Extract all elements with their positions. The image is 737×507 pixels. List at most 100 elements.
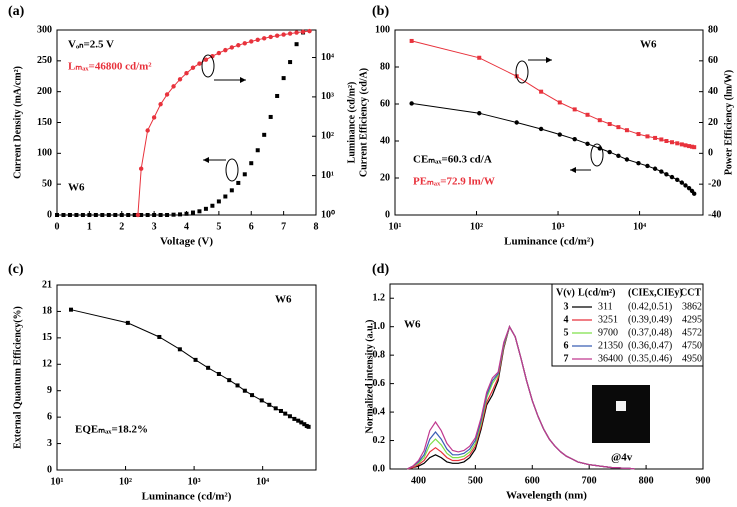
- y2-tick-label: 10²: [321, 131, 334, 142]
- table-header: (CIEx,CIEy): [628, 287, 683, 298]
- marker: [67, 213, 72, 217]
- inset-light: [616, 401, 626, 411]
- y2-tick-label: 0: [708, 148, 713, 159]
- table-cell: 4750: [682, 340, 702, 351]
- table-cell: 4950: [682, 353, 702, 364]
- legend-label: 6: [564, 340, 569, 351]
- marker: [557, 100, 562, 105]
- marker: [152, 213, 157, 217]
- y-tick-label: 250: [37, 55, 52, 66]
- marker: [607, 149, 612, 155]
- marker: [281, 32, 286, 37]
- x-tick-label: 8: [314, 221, 319, 232]
- table-cell: 3251: [598, 314, 618, 325]
- y-tick-label: 40: [380, 135, 390, 146]
- x-tick-label: 600: [525, 475, 540, 486]
- marker: [106, 213, 111, 217]
- table-cell: (0.39,0.49): [628, 314, 672, 325]
- marker: [539, 89, 544, 94]
- marker: [597, 118, 602, 123]
- marker: [607, 122, 612, 127]
- marker: [171, 212, 176, 217]
- plot-frame: [56, 284, 317, 471]
- marker: [164, 92, 170, 97]
- marker: [299, 420, 304, 425]
- marker: [203, 57, 209, 62]
- marker: [68, 307, 73, 312]
- annotation: PEₘₐₓ=72.9 lm/W: [413, 176, 495, 188]
- marker: [624, 157, 630, 162]
- marker: [287, 31, 293, 36]
- table-cell: (0.35,0.46): [628, 353, 672, 364]
- series-line: [137, 30, 310, 216]
- curve-marker: [225, 158, 239, 182]
- annotation: Vₒₙ=2.5 V: [68, 39, 114, 51]
- y-tick-label: 0.0: [373, 463, 386, 474]
- table-header: L(cd/m²): [578, 287, 615, 298]
- table-cell: (0.36,0.47): [628, 340, 672, 351]
- legend-label: 5: [564, 327, 569, 338]
- x-tick-label: 2: [119, 221, 124, 232]
- marker: [659, 169, 664, 174]
- marker: [683, 183, 688, 188]
- y2-tick-label: 20: [708, 117, 718, 128]
- y-tick-label: 12: [42, 359, 52, 370]
- marker: [675, 177, 680, 183]
- y-tick-label: 300: [37, 24, 52, 35]
- marker: [306, 424, 311, 429]
- marker: [687, 144, 692, 149]
- marker: [242, 41, 247, 46]
- marker: [659, 137, 664, 142]
- marker: [197, 209, 202, 214]
- marker: [686, 185, 692, 191]
- marker: [236, 180, 241, 185]
- y-tick-label: 9: [47, 385, 52, 396]
- curve-marker: [515, 60, 529, 84]
- marker: [216, 199, 221, 204]
- marker: [151, 115, 157, 120]
- legend-label: 3: [564, 301, 569, 312]
- marker: [692, 191, 697, 196]
- marker: [126, 213, 131, 217]
- plot-frame: [389, 283, 704, 470]
- annotation: W6: [640, 39, 657, 51]
- marker: [223, 194, 228, 199]
- marker: [679, 180, 685, 185]
- marker: [229, 45, 235, 50]
- marker: [223, 47, 228, 53]
- y-tick-label: 20: [380, 172, 390, 183]
- marker: [216, 50, 222, 56]
- marker: [300, 29, 306, 35]
- marker: [664, 172, 669, 177]
- y2-tick-label: 10¹: [321, 170, 334, 181]
- arrow-head: [546, 57, 552, 63]
- table-cell: 3862: [682, 301, 702, 312]
- marker: [653, 135, 658, 140]
- y-tick-label: 150: [37, 117, 52, 128]
- marker: [679, 142, 684, 147]
- y2-tick-label: 60: [708, 55, 718, 66]
- marker: [193, 357, 198, 362]
- marker: [273, 406, 278, 411]
- y-axis-label: Normalized intensity (a.u.): [364, 320, 375, 434]
- y2-tick-label: 10⁰: [321, 209, 335, 220]
- table-cell: 36400: [598, 353, 623, 364]
- marker: [302, 422, 307, 427]
- y2-tick-label: 80: [708, 24, 718, 35]
- y-tick-label: 80: [380, 61, 390, 72]
- y-tick-label: 1.0: [373, 321, 386, 332]
- marker: [235, 383, 240, 388]
- marker: [669, 174, 675, 180]
- marker: [477, 111, 482, 116]
- y-axis-label: Current Efficiency (cd/A): [358, 68, 369, 177]
- marker: [145, 128, 150, 133]
- x-tick-label: 500: [468, 475, 483, 486]
- panel-label: (a): [8, 4, 25, 19]
- arrow-head: [570, 167, 576, 173]
- y-tick-label: 3: [47, 438, 52, 449]
- legend-label: 4: [564, 314, 569, 325]
- marker: [616, 125, 621, 130]
- marker: [268, 114, 273, 119]
- marker: [132, 213, 137, 217]
- x-axis-label: Luminance (cd/m²): [142, 491, 232, 503]
